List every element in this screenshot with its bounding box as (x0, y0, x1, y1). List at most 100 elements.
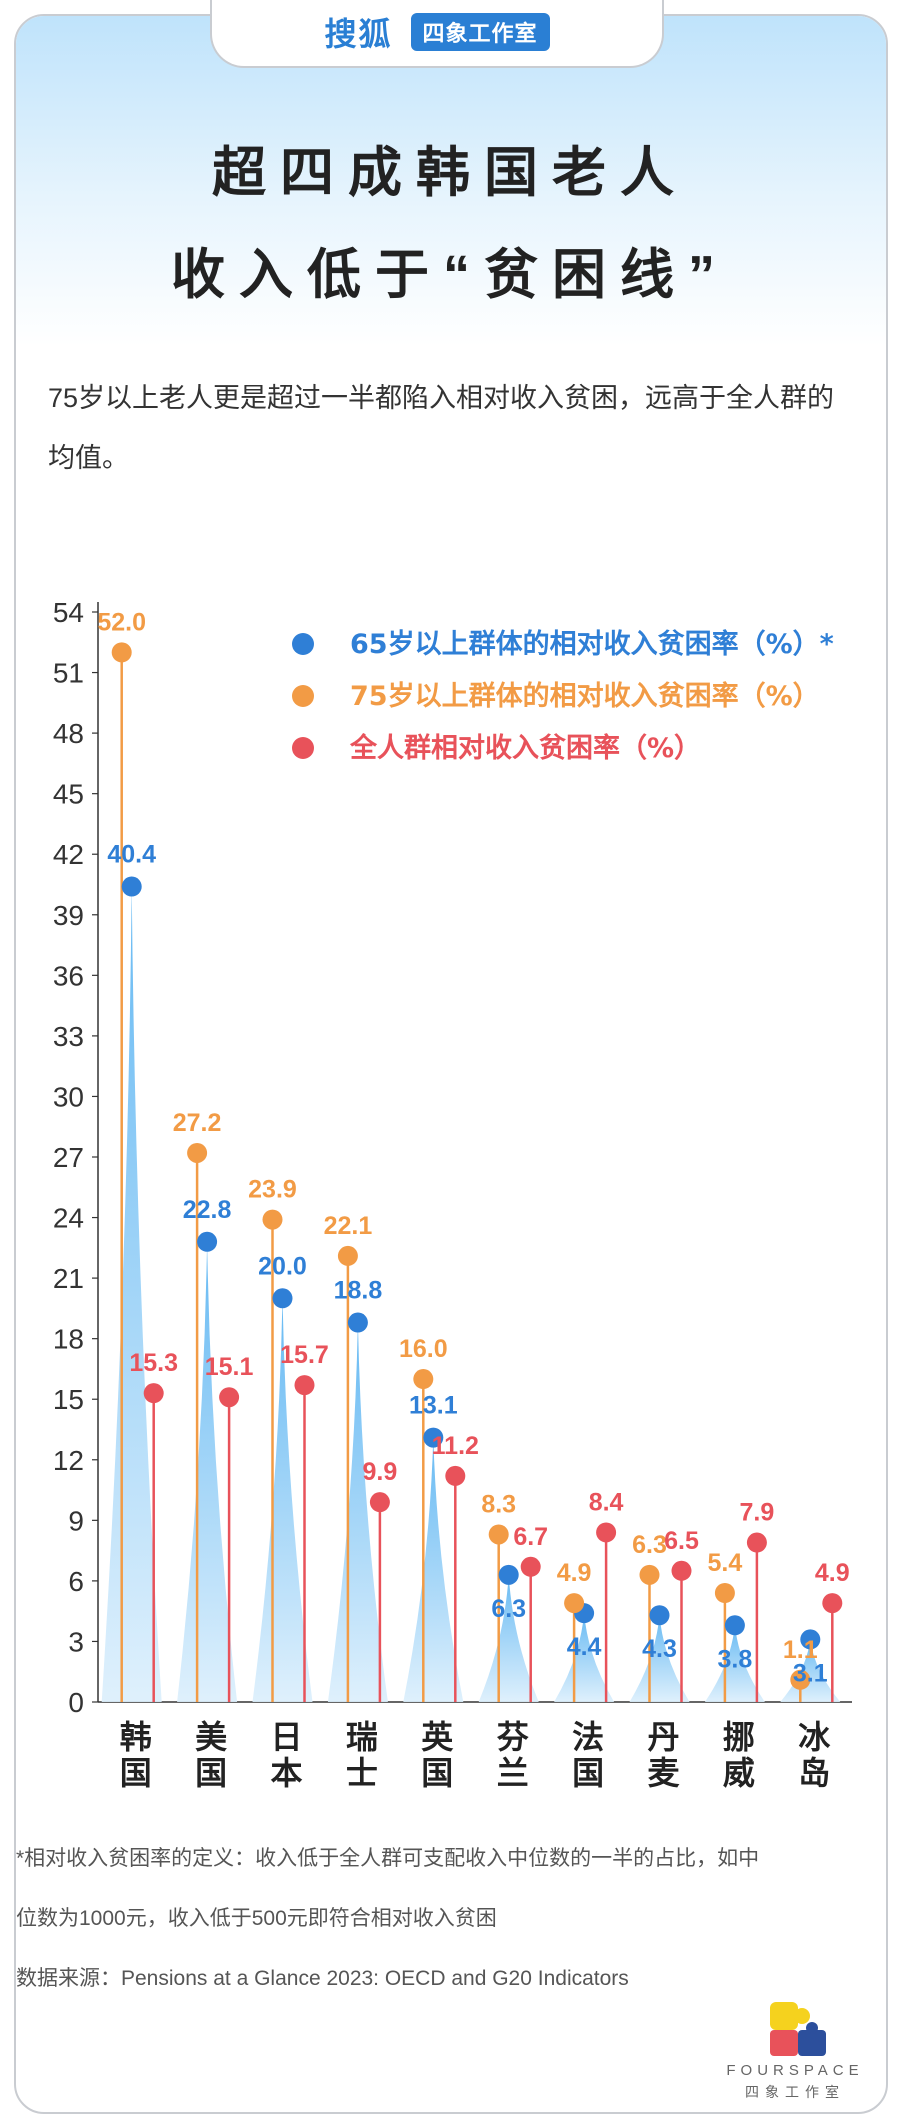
red-point (822, 1593, 843, 1614)
y-tick-label: 51 (53, 658, 84, 689)
header-gradient (16, 16, 886, 346)
y-tick-label: 18 (53, 1324, 84, 1355)
red-data-label: 6.7 (513, 1523, 548, 1551)
blue-spike (177, 1241, 238, 1702)
red-point (445, 1465, 466, 1486)
x-tick-label: 美 (195, 1718, 227, 1756)
subtitle: 75岁以上老人更是超过一半都陷入相对收入贫困，远高于全人群的均值。 (48, 383, 835, 473)
red-point (746, 1532, 767, 1553)
blue-data-label: 4.4 (567, 1633, 602, 1661)
blue-data-label: 3.1 (793, 1659, 828, 1687)
red-data-label: 7.9 (740, 1499, 775, 1527)
red-point (294, 1375, 315, 1396)
orange-point (337, 1245, 358, 1266)
y-tick-label: 39 (53, 900, 84, 931)
x-tick-label: 兰 (497, 1754, 529, 1792)
x-tick-label: 国 (120, 1754, 152, 1792)
red-data-label: 15.1 (205, 1353, 254, 1381)
red-point (596, 1522, 617, 1543)
orange-data-label: 16.0 (399, 1335, 448, 1363)
blue-point (649, 1605, 670, 1626)
blue-data-label: 40.4 (107, 841, 156, 869)
y-tick-label: 24 (53, 1203, 84, 1234)
logo-subtitle: 四象工作室 (745, 2084, 845, 2100)
x-tick-label: 芬 (497, 1718, 529, 1756)
orange-point (187, 1142, 208, 1163)
logo-wordmark: FOURSPACE (726, 2062, 864, 2079)
legend-marker (292, 685, 314, 707)
orange-data-label: 8.3 (481, 1490, 516, 1518)
orange-data-label: 52.0 (97, 608, 146, 636)
orange-point (790, 1669, 811, 1690)
blue-spike (327, 1322, 388, 1702)
poster-frame (14, 14, 888, 2114)
y-tick-label: 0 (68, 1687, 84, 1718)
y-tick-label: 42 (53, 839, 84, 870)
orange-data-label: 6.3 (632, 1531, 667, 1559)
y-tick-label: 54 (53, 597, 84, 628)
orange-point (111, 642, 132, 663)
red-point (143, 1383, 164, 1404)
footnote-definition-line1: *相对收入贫困率的定义：收入低于全人群可支配收入中位数的一半的占比，如中 (16, 1847, 760, 1870)
x-tick-label: 本 (270, 1754, 302, 1792)
blue-data-label: 20.0 (258, 1252, 307, 1280)
y-tick-label: 30 (53, 1081, 84, 1112)
x-tick-label: 日 (270, 1718, 302, 1756)
red-data-label: 11.2 (432, 1432, 479, 1460)
red-data-label: 15.3 (129, 1349, 178, 1377)
page-title-line1: 超四成韩国老人 (212, 143, 688, 203)
x-tick-label: 冰 (798, 1718, 831, 1756)
orange-point (564, 1593, 585, 1614)
x-tick-label: 岛 (798, 1754, 830, 1792)
orange-data-label: 22.1 (324, 1212, 373, 1240)
orange-point (714, 1583, 735, 1603)
y-tick-label: 6 (68, 1566, 84, 1597)
blue-data-label: 13.1 (409, 1392, 458, 1420)
blue-point (197, 1231, 218, 1252)
blue-data-label: 4.3 (642, 1635, 677, 1663)
blue-point (800, 1629, 821, 1650)
blue-spike (704, 1625, 765, 1702)
blue-spike (554, 1613, 615, 1702)
red-point (520, 1556, 541, 1577)
red-data-label: 15.7 (280, 1341, 329, 1369)
y-tick-label: 45 (53, 779, 84, 810)
y-tick-label: 33 (53, 1021, 84, 1052)
x-tick-label: 挪 (723, 1718, 755, 1756)
y-tick-label: 9 (68, 1505, 84, 1536)
fourspace-logo-icon (770, 2002, 826, 2056)
header-notch: 搜狐 四象工作室 (210, 0, 664, 68)
red-point (671, 1560, 692, 1581)
y-tick-label: 3 (68, 1626, 84, 1657)
y-tick-label: 36 (53, 960, 84, 991)
x-tick-label: 国 (421, 1754, 453, 1792)
blue-point (423, 1427, 444, 1448)
brand-tag: 四象工作室 (410, 13, 550, 51)
orange-point (639, 1564, 660, 1585)
legend-label: 65岁以上群体的相对收入贫困率（%）* (350, 628, 834, 660)
y-tick-label: 12 (53, 1445, 84, 1476)
orange-data-label: 5.4 (708, 1549, 743, 1577)
y-tick-label: 48 (53, 718, 84, 749)
blue-data-label: 18.8 (334, 1277, 383, 1305)
x-tick-label: 瑞 (346, 1718, 378, 1756)
legend-label: 75岁以上群体的相对收入贫困率（%） (350, 680, 820, 712)
orange-point (488, 1524, 509, 1545)
red-data-label: 9.9 (363, 1458, 398, 1486)
legend-label: 全人群相对收入贫困率（%） (349, 732, 701, 764)
orange-data-label: 23.9 (248, 1176, 297, 1204)
footnote-definition-line2: 位数为1000元，收入低于500元即符合相对收入贫困 (16, 1907, 497, 1930)
page-title-line2: 收入低于“贫困线” (171, 245, 729, 305)
blue-spike (252, 1298, 313, 1702)
y-tick-label: 27 (53, 1142, 84, 1173)
legend-marker (292, 633, 314, 655)
blue-spike (478, 1574, 539, 1702)
x-tick-label: 韩 (120, 1718, 152, 1756)
red-point (219, 1387, 240, 1408)
orange-data-label: 1.1 (783, 1636, 818, 1664)
blue-point (498, 1564, 519, 1585)
x-tick-label: 法 (572, 1718, 604, 1756)
x-tick-label: 国 (195, 1754, 227, 1792)
red-data-label: 6.5 (664, 1527, 699, 1555)
blue-point (347, 1312, 368, 1333)
